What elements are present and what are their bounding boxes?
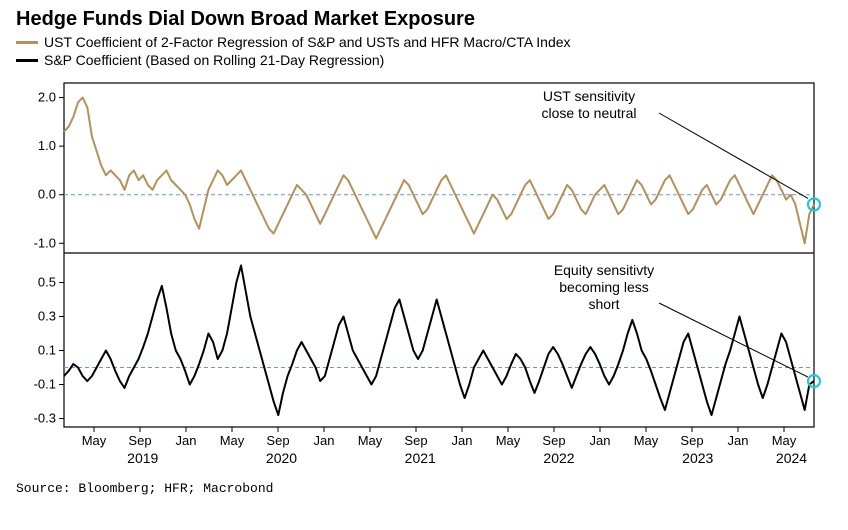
svg-text:Sep: Sep (404, 433, 427, 448)
svg-text:May: May (358, 433, 383, 448)
svg-text:May: May (220, 433, 245, 448)
svg-text:Jan: Jan (452, 433, 473, 448)
chart-svg: -1.0 0.0 1.0 2.0 UST sensitivityclose to neu… (16, 75, 824, 475)
svg-text:2.0: 2.0 (38, 90, 56, 105)
svg-text:2019: 2019 (127, 450, 158, 466)
svg-text:Jan: Jan (314, 433, 335, 448)
legend-sp: S&P Coefficient (Based on Rolling 21-Day… (16, 51, 832, 69)
svg-text:2023: 2023 (682, 450, 713, 466)
svg-text:Sep: Sep (680, 433, 703, 448)
legend-ust: UST Coefficient of 2-Factor Regression o… (16, 33, 832, 51)
svg-text:short: short (588, 296, 619, 312)
chart-area: -1.0 0.0 1.0 2.0 UST sensitivityclose to neu… (16, 75, 832, 475)
svg-text:2024: 2024 (776, 450, 807, 466)
svg-text:2020: 2020 (266, 450, 297, 466)
svg-text:0.0: 0.0 (38, 187, 56, 202)
svg-text:Sep: Sep (542, 433, 565, 448)
svg-text:May: May (82, 433, 107, 448)
source-text: Source: Bloomberg; HFR; Macrobond (16, 481, 832, 496)
svg-text:0.3: 0.3 (38, 309, 56, 324)
svg-text:Equity sensitivty: Equity sensitivty (554, 262, 654, 278)
svg-text:May: May (496, 433, 521, 448)
svg-text:Jan: Jan (590, 433, 611, 448)
legend: UST Coefficient of 2-Factor Regression o… (16, 33, 832, 69)
legend-sp-label: S&P Coefficient (Based on Rolling 21-Day… (44, 51, 384, 69)
svg-text:Sep: Sep (266, 433, 289, 448)
svg-text:2021: 2021 (405, 450, 436, 466)
svg-text:-0.1: -0.1 (34, 377, 56, 392)
legend-ust-label: UST Coefficient of 2-Factor Regression o… (44, 33, 571, 51)
svg-text:UST sensitivity: UST sensitivity (543, 88, 635, 104)
svg-text:0.5: 0.5 (38, 275, 56, 290)
chart-title: Hedge Funds Dial Down Broad Market Expos… (16, 8, 832, 31)
svg-text:Jan: Jan (176, 433, 197, 448)
svg-text:0.1: 0.1 (38, 343, 56, 358)
svg-text:-1.0: -1.0 (34, 236, 56, 251)
svg-text:2022: 2022 (543, 450, 574, 466)
svg-text:May: May (634, 433, 659, 448)
svg-text:-0.3: -0.3 (34, 411, 56, 426)
svg-text:1.0: 1.0 (38, 139, 56, 154)
svg-text:Sep: Sep (128, 433, 151, 448)
legend-ust-swatch (16, 41, 38, 44)
svg-text:Jan: Jan (728, 433, 749, 448)
svg-text:May: May (772, 433, 797, 448)
svg-text:close to neutral: close to neutral (542, 105, 637, 121)
svg-text:becoming less: becoming less (559, 279, 649, 295)
legend-sp-swatch (16, 59, 38, 62)
